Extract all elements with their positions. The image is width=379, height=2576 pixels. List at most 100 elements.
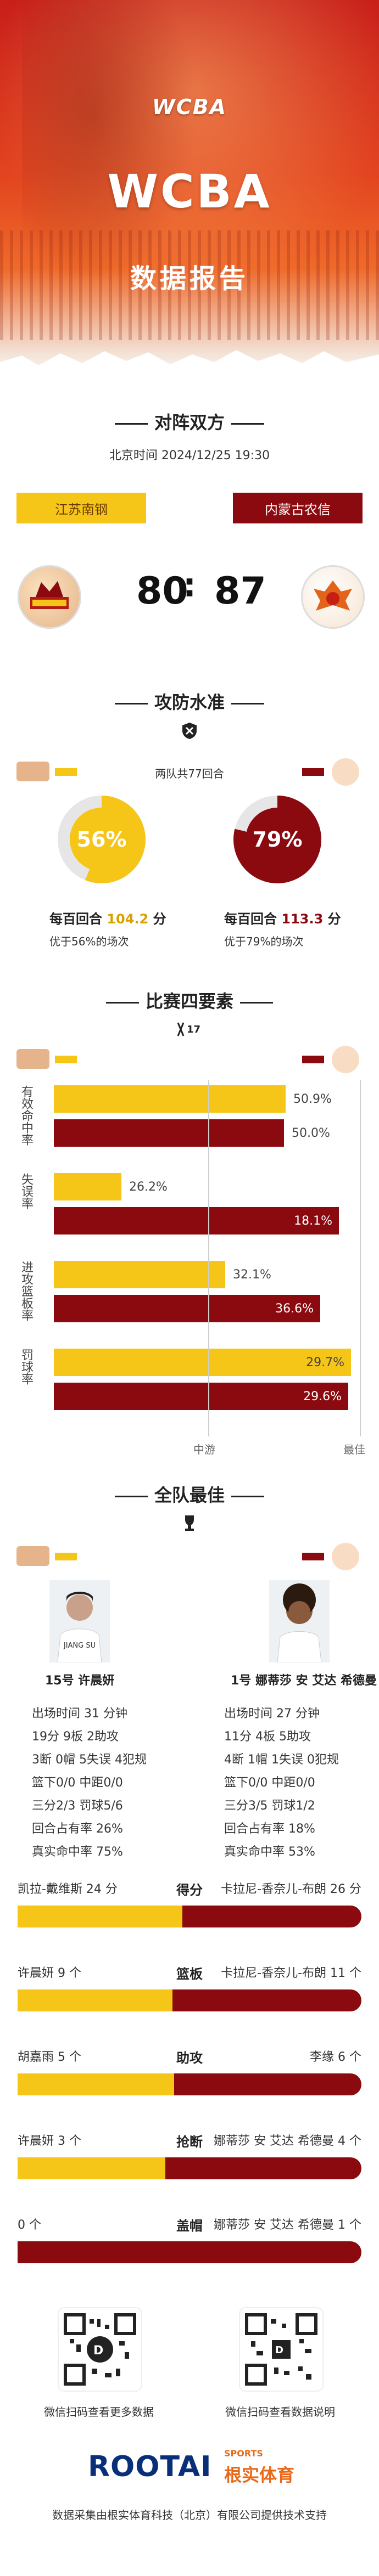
- away-offense-gauge: 79%: [233, 796, 321, 883]
- home-factor-bar: 26.2%: [54, 1173, 168, 1200]
- leader-bar-track: [18, 2241, 361, 2263]
- away-leader-bar: [182, 1906, 361, 1927]
- home-leader-bar: [18, 2157, 165, 2179]
- home-player-avatar-icon: [57, 1592, 102, 1662]
- leader-left-text: 胡嘉雨 5 个: [18, 2050, 81, 2064]
- brand-name: ROOTAI: [88, 2450, 212, 2483]
- axis-mid-label: 中游: [193, 1443, 215, 1456]
- factor-label: 罚球率: [19, 1349, 33, 1385]
- home-leader-bar: [18, 1906, 182, 1927]
- leader-row: 胡嘉雨 5 个 助攻 李缘 6 个: [18, 2047, 361, 2107]
- qr-code-icon-2: D: [245, 2313, 317, 2386]
- leader-stat-label: 篮板: [176, 1966, 203, 1982]
- away-leader-bar: [172, 1989, 361, 2011]
- away-score: 87: [214, 570, 266, 613]
- footer-credit: 数据采集由根实体育科技（北京）有限公司提供技术支持: [52, 2509, 327, 2522]
- match-datetime: 北京时间 2024/12/25 19:30: [109, 449, 270, 463]
- score-separator: :: [183, 566, 196, 605]
- away-stat-line: 11分 4板 5助攻: [224, 1730, 311, 1744]
- home-factor-value: 29.7%: [306, 1355, 344, 1369]
- leader-right-text: 卡拉尼-香奈儿-布朗 11 个: [221, 1966, 361, 1980]
- leader-stat-label: 得分: [176, 1882, 203, 1898]
- home-stat-line: 回合占有率 26%: [32, 1822, 123, 1836]
- player-silhouette: [22, 0, 198, 285]
- away-leader-bar: [174, 2073, 361, 2095]
- home-player-photo: JIANG SU: [49, 1580, 110, 1662]
- leader-stat-label: 助攻: [176, 2050, 203, 2066]
- trophy-icon: [185, 1515, 194, 1531]
- section-best-title: 全队最佳: [0, 1481, 379, 1507]
- crowd-background: [0, 230, 379, 340]
- home-team-box: 江苏南钢: [16, 493, 146, 523]
- home-player-jersey: JIANG SU: [63, 1642, 96, 1650]
- page-title: WCBA: [107, 165, 272, 218]
- leader-row: 许晨妍 9 个 篮板 卡拉尼-香奈儿-布朗 11 个: [18, 1963, 361, 2023]
- best-reference-line: [360, 1080, 361, 1436]
- wechat-qr-left[interactable]: D: [58, 2307, 142, 2392]
- leader-left-text: 许晨妍 9 个: [18, 1966, 81, 1980]
- away-player-avatar-icon: [277, 1583, 322, 1662]
- away-mini-crest-2: [332, 1046, 359, 1073]
- home-gauge-value: 56%: [70, 808, 133, 871]
- away-mini-crest: [332, 758, 359, 786]
- home-factor-bar: 50.9%: [54, 1085, 332, 1113]
- leader-bar-track: [18, 1989, 361, 2011]
- away-player-photo: [269, 1580, 330, 1662]
- home-mini-crest-3: [16, 1546, 49, 1566]
- away-stat-line: 回合占有率 18%: [224, 1822, 315, 1836]
- scoreboard-icon: 17: [177, 1022, 200, 1036]
- away-leader-bar: [165, 2157, 361, 2179]
- factor-label: 有效命中率: [19, 1085, 33, 1146]
- away-factor-bar: 36.6%: [54, 1295, 320, 1322]
- away-color-swatch-3: [302, 1553, 324, 1560]
- away-factor-value: 36.6%: [275, 1301, 314, 1316]
- leader-stat-label: 盖帽: [176, 2218, 203, 2234]
- away-stat-line: 篮下0/0 中距0/0: [224, 1776, 315, 1790]
- section-matchup-title: 对阵双方: [0, 409, 379, 434]
- home-mini-crest-2: [16, 1049, 49, 1069]
- leader-row: 凯拉-戴维斯 24 分 得分 卡拉尼-香奈儿-布朗 26 分: [18, 1879, 361, 1940]
- hero-banner: [0, 0, 379, 384]
- leader-right-text: 娜蒂莎 安 艾达 希德曼 4 个: [214, 2134, 361, 2148]
- away-stat-line: 4断 1帽 1失误 0犯规: [224, 1753, 339, 1767]
- home-offense-gauge: 56%: [58, 796, 146, 883]
- shield-swords-icon: [182, 723, 197, 739]
- home-per100-prefix: 每百回合: [49, 911, 102, 927]
- qr-right-caption: 微信扫码查看数据说明: [225, 2405, 335, 2419]
- mid-reference-line: [208, 1080, 209, 1436]
- qr-left-caption: 微信扫码查看更多数据: [44, 2405, 154, 2419]
- away-factor-bar: 18.1%: [54, 1207, 339, 1235]
- leader-row: 许晨妍 3 个 抢断 娜蒂莎 安 艾达 希德曼 4 个: [18, 2131, 361, 2191]
- away-factor-value: 18.1%: [294, 1214, 332, 1228]
- home-factor-value: 32.1%: [233, 1267, 271, 1282]
- away-factor-value: 50.0%: [292, 1126, 330, 1140]
- home-factor-bar: 32.1%: [54, 1261, 271, 1288]
- away-factor-bar: 50.0%: [54, 1119, 330, 1147]
- leader-bar-track: [18, 1906, 361, 1927]
- page-subtitle: 数据报告: [130, 263, 249, 294]
- away-per100-suffix: 分: [327, 911, 341, 927]
- away-color-swatch: [302, 768, 324, 776]
- away-eagle-icon: [314, 580, 352, 611]
- factor-label: 失误率: [19, 1173, 33, 1209]
- home-color-swatch-3: [55, 1553, 77, 1560]
- leader-right-text: 娜蒂莎 安 艾达 希德曼 1 个: [214, 2218, 361, 2232]
- rootai-brand: ROOTAI SPORTS 根实体育: [88, 2447, 297, 2491]
- axis-best-label: 最佳: [343, 1443, 365, 1456]
- home-per100: 每百回合 104.2 分: [49, 908, 166, 927]
- home-per100-suffix: 分: [153, 911, 166, 927]
- svg-text:D: D: [275, 2344, 283, 2356]
- brand-sub: SPORTS: [224, 2448, 263, 2459]
- wechat-qr-right[interactable]: D: [239, 2307, 324, 2392]
- away-gauge-value: 79%: [246, 808, 309, 871]
- home-mini-crest: [16, 762, 49, 781]
- away-leader-bar: [18, 2241, 361, 2263]
- leader-left-text: 许晨妍 3 个: [18, 2134, 81, 2148]
- away-per100: 每百回合 113.3 分: [224, 908, 341, 927]
- home-score: 80: [136, 570, 188, 613]
- away-color-swatch-2: [302, 1056, 324, 1063]
- home-stat-line: 出场时间 31 分钟: [32, 1707, 127, 1721]
- home-stat-line: 真实命中率 75%: [32, 1845, 123, 1859]
- away-better-note: 优于79%的场次: [224, 935, 304, 948]
- hero-glow: [0, 0, 379, 329]
